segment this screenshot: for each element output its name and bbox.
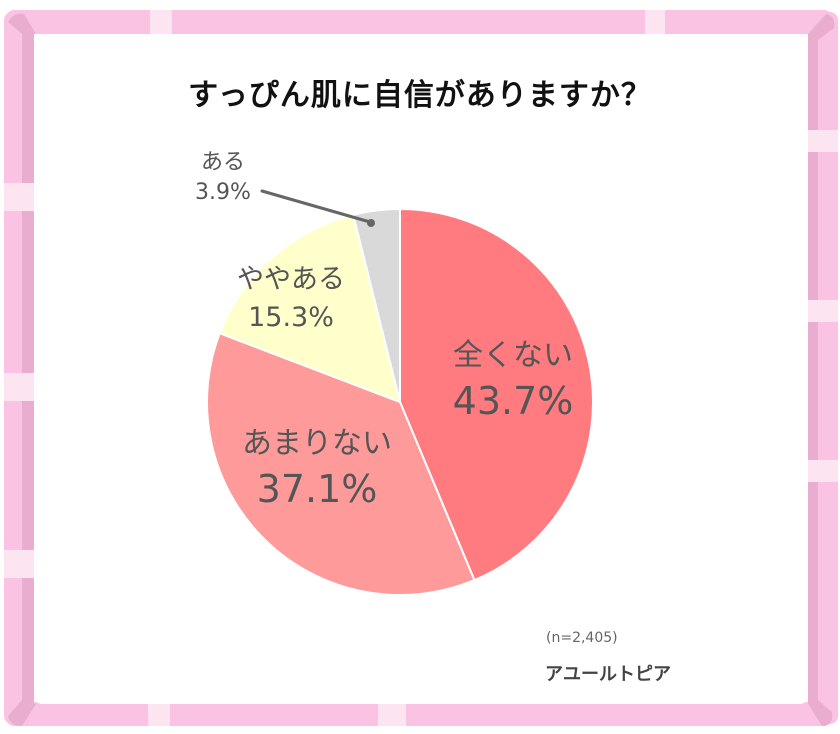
slice-percent: 15.3% (248, 302, 334, 333)
slice-label-amari-nai: あまりない 37.1% (222, 424, 412, 514)
pie-slice (218, 213, 402, 404)
slice-percent: 37.1% (256, 467, 378, 511)
pie-slice (205, 331, 476, 596)
sample-size-note: (n=2,405) (546, 630, 618, 646)
slice-name: あまりない (242, 426, 392, 461)
slice-name: ある (200, 150, 245, 175)
slice-name: 全くない (453, 338, 573, 373)
slice-label-zenku-nai: 全くない 43.7% (428, 336, 598, 426)
leader-dot (367, 219, 375, 227)
slice-label-yaya-aru: ややある 15.3% (216, 262, 366, 338)
source-credit: アユールトピア (545, 664, 671, 685)
slice-label-aru: ある 3.9% (178, 148, 268, 208)
slice-percent: 3.9% (195, 180, 251, 205)
pie-slice (351, 207, 401, 403)
chart-title: すっぴん肌に自信がありますか？ (188, 78, 652, 113)
leader-line (260, 189, 372, 224)
slice-percent: 43.7% (452, 379, 574, 423)
slice-name: ややある (237, 264, 345, 295)
pie-slice (399, 207, 594, 582)
